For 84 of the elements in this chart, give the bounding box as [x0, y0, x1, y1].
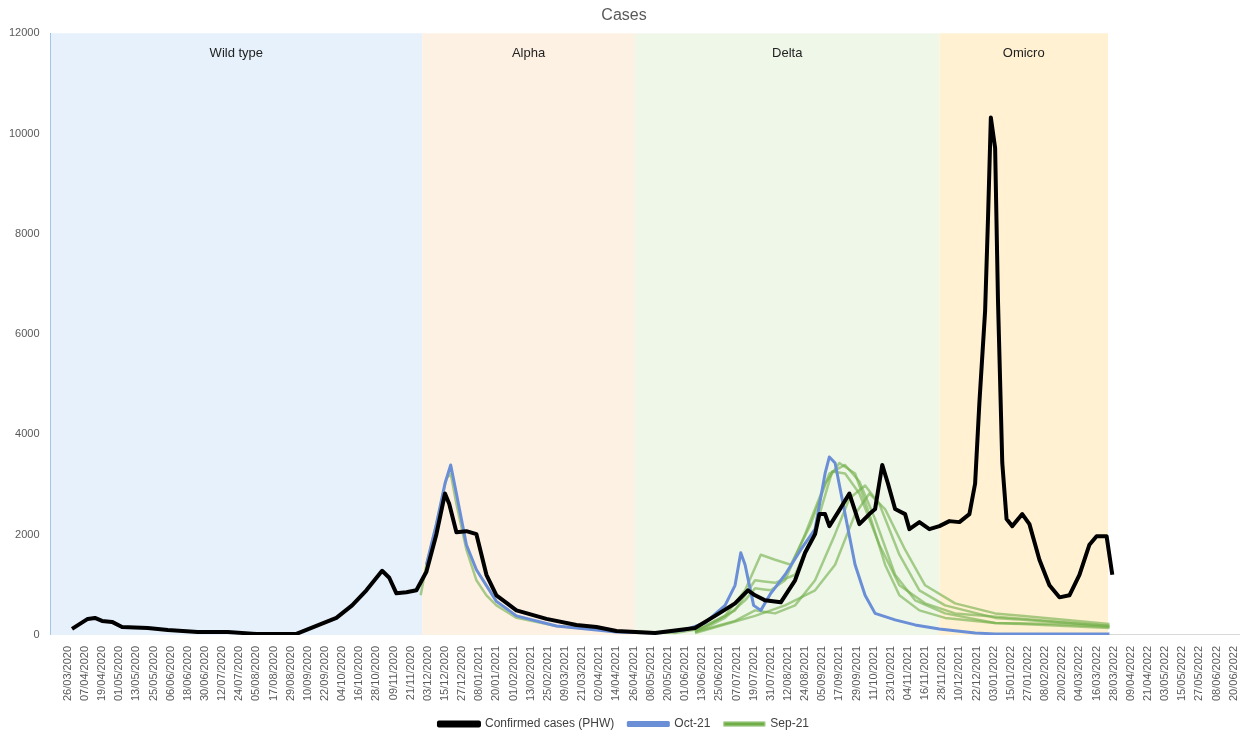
x-tick-label: 10/09/2020: [300, 645, 313, 702]
x-tick-label: 20/06/2022: [1226, 645, 1239, 702]
x-tick-label: 28/10/2020: [369, 645, 382, 702]
x-tick-label: 12/07/2020: [215, 645, 228, 702]
band-label: Wild type: [209, 44, 264, 60]
x-tick-label: 14/04/2021: [609, 645, 622, 702]
x-tick-label: 08/05/2021: [643, 645, 656, 702]
x-tick-label: 12/08/2021: [780, 645, 793, 702]
x-tick-label: 23/10/2021: [883, 645, 896, 702]
x-tick-label: 05/09/2021: [815, 645, 828, 702]
x-tick-label: 15/12/2020: [438, 645, 451, 702]
x-tick-label: 21/11/2020: [403, 645, 416, 701]
x-tick-label: 03/12/2020: [420, 645, 433, 702]
x-tick-label: 25/02/2021: [540, 645, 553, 702]
x-tick-label: 19/07/2021: [746, 645, 759, 702]
x-tick-label: 16/10/2020: [352, 645, 365, 702]
legend-label: Oct-21: [674, 716, 711, 731]
x-tick-label: 29/09/2021: [849, 645, 862, 702]
y-tick-label: 2000: [15, 527, 40, 540]
x-tick-label: 24/08/2021: [798, 645, 811, 702]
x-tick-label: 01/06/2021: [678, 645, 691, 702]
x-tick-label: 28/11/2021: [935, 645, 948, 701]
x-tick-label: 19/04/2020: [95, 645, 108, 702]
x-tick-label: 13/02/2021: [523, 645, 536, 702]
x-tick-label: 26/03/2020: [60, 645, 73, 702]
x-tick-label: 04/03/2022: [1072, 645, 1085, 702]
x-tick-label: 01/05/2020: [112, 645, 125, 702]
x-tick-label: 24/07/2020: [232, 645, 245, 702]
x-tick-label: 09/03/2021: [558, 645, 571, 702]
x-tick-label: 08/01/2021: [472, 645, 485, 702]
x-tick-label: 21/03/2021: [575, 645, 588, 702]
x-tick-label: 26/04/2021: [626, 645, 639, 702]
x-tick-label: 27/01/2022: [1021, 645, 1034, 702]
legend-label: Confirmed cases (PHW): [484, 716, 615, 731]
x-tick-label: 16/11/2021: [918, 645, 931, 701]
x-tick-label: 21/04/2022: [1141, 645, 1154, 702]
x-tick-label: 07/07/2021: [729, 645, 742, 702]
x-tick-label: 20/02/2022: [1055, 645, 1068, 702]
x-tick-label: 27/12/2020: [455, 645, 468, 702]
x-tick-label: 25/05/2020: [146, 645, 159, 702]
x-tick-label: 02/04/2021: [592, 645, 605, 702]
x-tick-label: 04/10/2020: [335, 645, 348, 702]
x-tick-label: 06/06/2020: [163, 645, 176, 702]
x-tick-label: 25/06/2021: [712, 645, 725, 702]
x-tick-label: 09/04/2022: [1123, 645, 1136, 702]
x-tick-label: 15/05/2022: [1175, 645, 1188, 702]
x-tick-label: 05/08/2020: [249, 645, 262, 702]
y-tick-label: 6000: [15, 327, 40, 340]
x-tick-label: 22/09/2020: [317, 645, 330, 702]
x-tick-label: 16/03/2022: [1089, 645, 1102, 702]
x-tick-label: 29/08/2020: [283, 645, 296, 702]
x-tick-label: 09/11/2020: [386, 645, 399, 701]
x-tick-label: 13/06/2021: [695, 645, 708, 702]
x-tick-label: 08/02/2022: [1038, 645, 1051, 702]
x-tick-label: 20/01/2021: [489, 645, 502, 702]
x-tick-label: 03/05/2022: [1158, 645, 1171, 702]
y-tick-label: 10000: [8, 126, 40, 139]
y-tick-label: 12000: [8, 26, 40, 39]
x-tick-label: 31/07/2021: [763, 645, 776, 702]
x-tick-label: 27/05/2022: [1192, 645, 1205, 702]
x-tick-label: 17/08/2020: [266, 645, 279, 702]
band-label: Alpha: [511, 44, 546, 60]
legend-label: Sep-21: [770, 716, 810, 731]
x-tick-label: 07/04/2020: [77, 645, 90, 702]
x-tick-label: 22/12/2021: [969, 645, 982, 702]
y-tick-label: 8000: [15, 226, 40, 239]
x-tick-label: 17/09/2021: [832, 645, 845, 702]
x-tick-label: 01/02/2021: [506, 645, 519, 702]
x-tick-label: 13/05/2020: [129, 645, 142, 702]
x-tick-label: 08/06/2022: [1209, 645, 1222, 702]
x-tick-label: 03/01/2022: [986, 645, 999, 702]
x-tick-label: 11/10/2021: [866, 645, 879, 701]
chart-title: Cases: [601, 6, 647, 24]
band-label: Omicro: [1002, 44, 1045, 60]
band-label: Delta: [772, 44, 804, 60]
y-tick-label: 4000: [15, 427, 40, 440]
x-tick-label: 28/03/2022: [1106, 645, 1119, 702]
x-tick-label: 15/01/2022: [1003, 645, 1016, 702]
x-tick-label: 10/12/2021: [952, 645, 965, 702]
x-tick-label: 18/06/2020: [180, 645, 193, 702]
x-tick-label: 20/05/2021: [660, 645, 673, 702]
x-tick-label: 04/11/2021: [900, 645, 913, 701]
y-tick-label: 0: [33, 627, 40, 640]
x-tick-label: 30/06/2020: [197, 645, 210, 702]
